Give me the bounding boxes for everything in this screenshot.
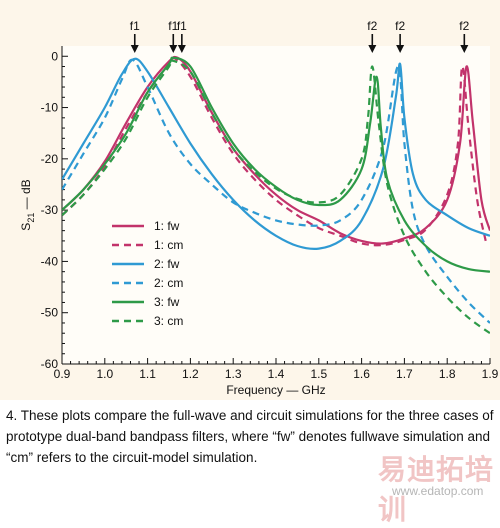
annotation-arrow-head — [177, 45, 186, 53]
series-line-4 — [62, 58, 490, 324]
legend-label-6: 3: cm — [154, 314, 183, 328]
x-tick-label: 1.0 — [96, 367, 113, 381]
x-tick-label: 1.2 — [182, 367, 199, 381]
y-tick-label: -50 — [41, 306, 59, 320]
watermark-url: www.edatop.com — [392, 484, 484, 498]
annotation-label-4: f2 — [367, 19, 377, 33]
annotation-arrow-head — [169, 45, 178, 53]
legend-label-5: 3: fw — [154, 295, 180, 309]
s21-frequency-chart: 0.9 1.0 1.1 1.2 1.3 1.4 1.5 1.6 1.7 1.8 1.9 0 -10 -20… — [19, 19, 499, 397]
figure-area: 0.9 1.0 1.1 1.2 1.3 1.4 1.5 1.6 1.7 1.8 1.9 0 -10 -20… — [0, 0, 500, 400]
legend-label-1: 1: fw — [154, 219, 180, 233]
legend-label-2: 1: cm — [154, 238, 183, 252]
plot-background — [62, 46, 490, 364]
x-axis-title: Frequency — GHz — [226, 383, 325, 397]
x-tick-label: 1.1 — [139, 367, 156, 381]
y-axis-title: S21 — dB — [19, 179, 36, 230]
annotation-label-5: f2 — [395, 19, 405, 33]
series-line-6 — [62, 59, 490, 335]
annotation-label-2: f1 — [168, 19, 178, 33]
figure-caption: 4. These plots compare the full-wave and… — [6, 408, 494, 465]
y-tick-label: -30 — [41, 203, 59, 217]
annotation-arrow-head — [130, 45, 139, 53]
legend-label-4: 2: cm — [154, 276, 183, 290]
x-tick-label: 1.6 — [353, 367, 370, 381]
x-tick-label: 1.9 — [482, 367, 499, 381]
annotation-arrow-head — [396, 45, 405, 53]
y-tick-label: -10 — [41, 101, 59, 115]
x-tick-label: 1.7 — [396, 367, 413, 381]
y-tick-label: -40 — [41, 254, 59, 268]
y-tick-label: -60 — [41, 357, 59, 371]
annotation-arrow-head — [368, 45, 377, 53]
annotation-label-6: f2 — [459, 19, 469, 33]
x-tick-label: 0.9 — [54, 367, 71, 381]
x-tick-label: 1.5 — [310, 367, 327, 381]
y-tick-label: -20 — [41, 152, 59, 166]
x-tick-label: 1.3 — [225, 367, 242, 381]
x-tick-label: 1.8 — [439, 367, 456, 381]
annotation-label-1: f1 — [130, 19, 140, 33]
annotation-label-3: f1 — [177, 19, 187, 33]
x-tick-label: 1.4 — [268, 367, 285, 381]
legend-label-3: 2: fw — [154, 257, 180, 271]
y-tick-label: 0 — [51, 49, 58, 63]
annotation-arrow-head — [460, 45, 469, 53]
series-line-3 — [62, 57, 490, 250]
